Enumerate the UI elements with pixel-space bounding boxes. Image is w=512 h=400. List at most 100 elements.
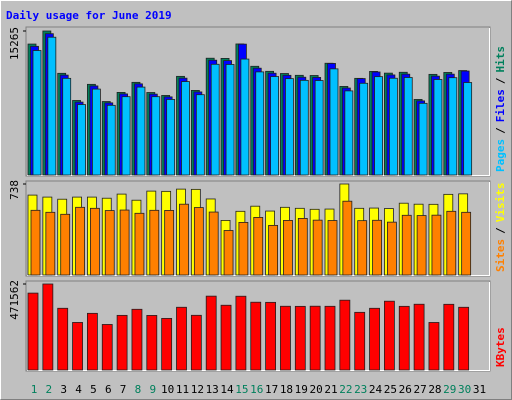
- legend-entry: Sites: [494, 239, 507, 272]
- bar: [42, 283, 54, 371]
- bar: [27, 292, 39, 371]
- bar: [357, 220, 368, 276]
- legend-entry: Files: [494, 89, 507, 122]
- x-tick-label: 11: [176, 383, 189, 396]
- bar: [369, 307, 380, 371]
- bar: [45, 211, 56, 276]
- bar: [220, 304, 232, 371]
- bar: [161, 317, 173, 371]
- bar: [77, 104, 86, 176]
- plot-bevel: [27, 28, 490, 176]
- bar: [176, 306, 187, 371]
- bar: [324, 305, 336, 371]
- x-tick-label: 13: [206, 383, 219, 396]
- bar: [339, 299, 351, 371]
- bar: [309, 305, 321, 371]
- bar: [90, 207, 100, 276]
- bar: [225, 64, 235, 176]
- bar: [463, 82, 473, 176]
- x-tick-label: 21: [324, 383, 337, 396]
- bar: [116, 314, 128, 371]
- bar: [418, 102, 428, 176]
- bar: [433, 79, 443, 176]
- bar: [280, 305, 291, 371]
- x-tick-label: 1: [31, 383, 38, 396]
- bar: [179, 203, 189, 276]
- bar: [448, 77, 458, 176]
- bar: [329, 68, 339, 176]
- bar: [119, 209, 130, 276]
- bar: [208, 211, 219, 276]
- bar: [327, 220, 338, 276]
- bar: [149, 209, 160, 276]
- bar: [285, 78, 294, 176]
- bar: [431, 214, 442, 276]
- bar: [166, 99, 176, 176]
- bar: [383, 300, 395, 371]
- bar: [60, 213, 71, 276]
- x-tick-label: 2: [46, 383, 53, 396]
- legend-entry: Hits: [494, 46, 507, 73]
- bar: [372, 219, 382, 276]
- x-tick-label: 14: [220, 383, 234, 396]
- x-tick-label: 10: [161, 383, 174, 396]
- bar: [401, 214, 412, 276]
- x-tick-label: 23: [354, 383, 367, 396]
- bar: [443, 303, 455, 371]
- bar: [240, 58, 250, 176]
- bar: [344, 90, 354, 176]
- bar: [193, 207, 204, 276]
- bar: [181, 81, 190, 176]
- bar: [265, 301, 277, 371]
- legend: Pages / Files / Hits: [494, 46, 507, 172]
- bar: [270, 76, 280, 176]
- bar: [134, 212, 145, 276]
- bar: [428, 322, 440, 371]
- bar: [92, 88, 101, 176]
- bar: [388, 77, 398, 176]
- bar: [131, 308, 143, 371]
- bar: [314, 80, 324, 176]
- bar: [294, 305, 306, 371]
- bar: [359, 82, 369, 176]
- bar: [146, 315, 158, 371]
- bar: [47, 36, 57, 176]
- x-tick-label: 24: [369, 383, 383, 396]
- x-tick-label: 16: [250, 383, 263, 396]
- x-tick-label: 5: [90, 383, 97, 396]
- x-tick-label: 6: [105, 383, 112, 396]
- legend: KBytes: [494, 327, 507, 367]
- bar: [413, 303, 425, 371]
- bar: [255, 71, 265, 176]
- bar: [386, 221, 397, 276]
- legend-entry: Pages: [494, 139, 507, 172]
- bar: [121, 96, 131, 176]
- bar: [104, 210, 115, 276]
- bar: [205, 295, 217, 371]
- bar: [461, 211, 472, 276]
- bar: [235, 295, 247, 371]
- y-tick-label: 738: [8, 180, 21, 200]
- x-tick-label: 27: [413, 383, 426, 396]
- bar: [32, 50, 42, 176]
- legend: Sites / Visits: [494, 183, 507, 273]
- bar: [458, 306, 470, 371]
- x-tick-label: 31: [473, 383, 486, 396]
- bar: [136, 86, 146, 176]
- y-tick-label: 15265: [8, 27, 21, 60]
- x-tick-label: 15: [235, 383, 248, 396]
- x-tick-label: 30: [458, 383, 471, 396]
- x-tick-label: 25: [384, 383, 397, 396]
- bar: [30, 209, 41, 276]
- x-tick-label: 18: [280, 383, 293, 396]
- bar: [75, 206, 85, 276]
- x-tick-label: 4: [75, 383, 82, 396]
- bar: [253, 217, 264, 276]
- y-tick-label: 471562: [8, 280, 21, 320]
- legend-separator: /: [494, 77, 507, 84]
- bar: [283, 220, 293, 276]
- bar: [299, 79, 309, 176]
- x-tick-label: 28: [428, 383, 441, 396]
- chart-title: Daily usage for June 2019: [6, 9, 172, 22]
